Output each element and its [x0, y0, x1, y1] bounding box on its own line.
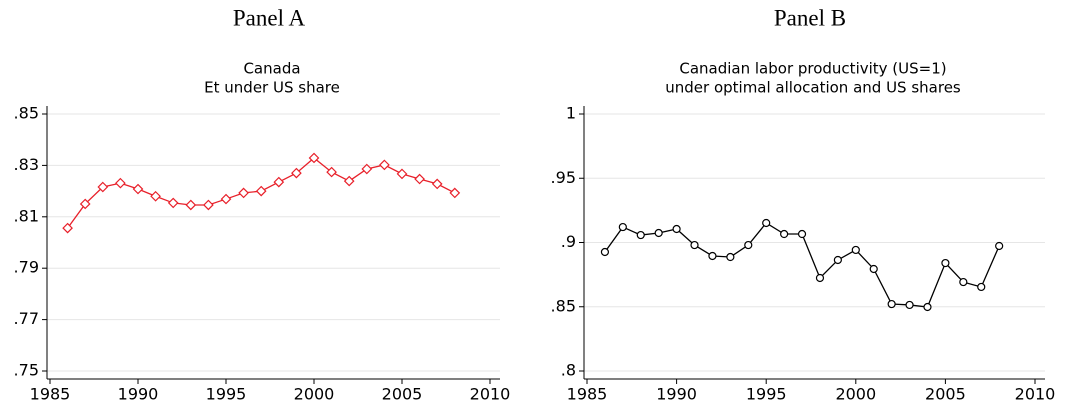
panel-label: Panel A — [233, 5, 306, 30]
point — [220, 193, 232, 205]
point — [238, 187, 249, 199]
y-tick-label: 1 — [566, 104, 576, 123]
x-tick-label: 2005 — [925, 385, 966, 404]
point — [449, 187, 461, 199]
point — [726, 252, 735, 262]
point — [744, 240, 753, 250]
point — [923, 302, 932, 312]
point — [308, 152, 320, 164]
y-tick-label: .81 — [14, 206, 39, 225]
y-tick-label: .77 — [14, 309, 39, 328]
x-tick-label: 2005 — [382, 385, 423, 404]
x-tick-label: 2010 — [470, 385, 511, 404]
point — [762, 218, 771, 228]
point — [618, 222, 627, 232]
y-tick-label: .95 — [551, 168, 576, 187]
point — [672, 224, 681, 234]
point — [431, 178, 443, 190]
x-tick-label: 1990 — [656, 385, 697, 404]
y-tick-label: .79 — [14, 258, 39, 277]
y-tick-label: .85 — [14, 104, 39, 123]
point — [690, 240, 699, 250]
point — [851, 245, 860, 255]
point — [167, 197, 179, 209]
x-tick-label: 1985 — [567, 385, 608, 404]
point — [115, 177, 126, 189]
x-tick-label: 2000 — [294, 385, 335, 404]
y-tick-label: .85 — [551, 296, 576, 315]
x-tick-label: 1990 — [118, 385, 159, 404]
point — [414, 173, 425, 185]
x-tick-label: 1995 — [206, 385, 247, 404]
y-tick-label: .9 — [561, 232, 576, 251]
point — [995, 241, 1004, 251]
point — [887, 299, 896, 309]
point — [959, 277, 968, 287]
point — [797, 229, 807, 239]
y-tick-label: .8 — [561, 361, 576, 380]
point — [396, 168, 408, 180]
point — [654, 228, 663, 238]
point — [379, 159, 390, 171]
point — [977, 282, 986, 292]
point — [815, 273, 825, 283]
chart-subtitle: under optimal allocation and US shares — [665, 79, 961, 97]
point — [62, 222, 73, 234]
point — [343, 175, 355, 187]
point — [636, 230, 645, 240]
chart-title: Canadian labor productivity (US=1) — [679, 60, 946, 78]
point — [941, 258, 950, 268]
point — [97, 181, 109, 193]
point — [905, 300, 914, 310]
x-tick-label: 2000 — [835, 385, 876, 404]
point — [150, 190, 161, 202]
point — [203, 199, 214, 211]
point — [79, 198, 91, 210]
x-tick-label: 2010 — [1015, 385, 1056, 404]
point — [255, 185, 267, 197]
chart-subtitle: Et under US share — [204, 79, 340, 97]
point — [132, 183, 144, 195]
point — [833, 255, 842, 265]
point — [708, 251, 717, 261]
point — [361, 163, 373, 175]
point — [326, 166, 337, 178]
point — [780, 229, 789, 239]
y-tick-label: .83 — [14, 155, 39, 174]
point — [869, 264, 878, 274]
point — [185, 199, 197, 211]
point — [600, 247, 610, 257]
x-tick-label: 1995 — [746, 385, 787, 404]
x-tick-label: 1985 — [30, 385, 71, 404]
point — [291, 167, 302, 179]
panel-label: Panel B — [774, 5, 846, 30]
point — [273, 176, 285, 188]
y-tick-label: .75 — [14, 361, 39, 380]
chart-title: Canada — [243, 60, 300, 78]
